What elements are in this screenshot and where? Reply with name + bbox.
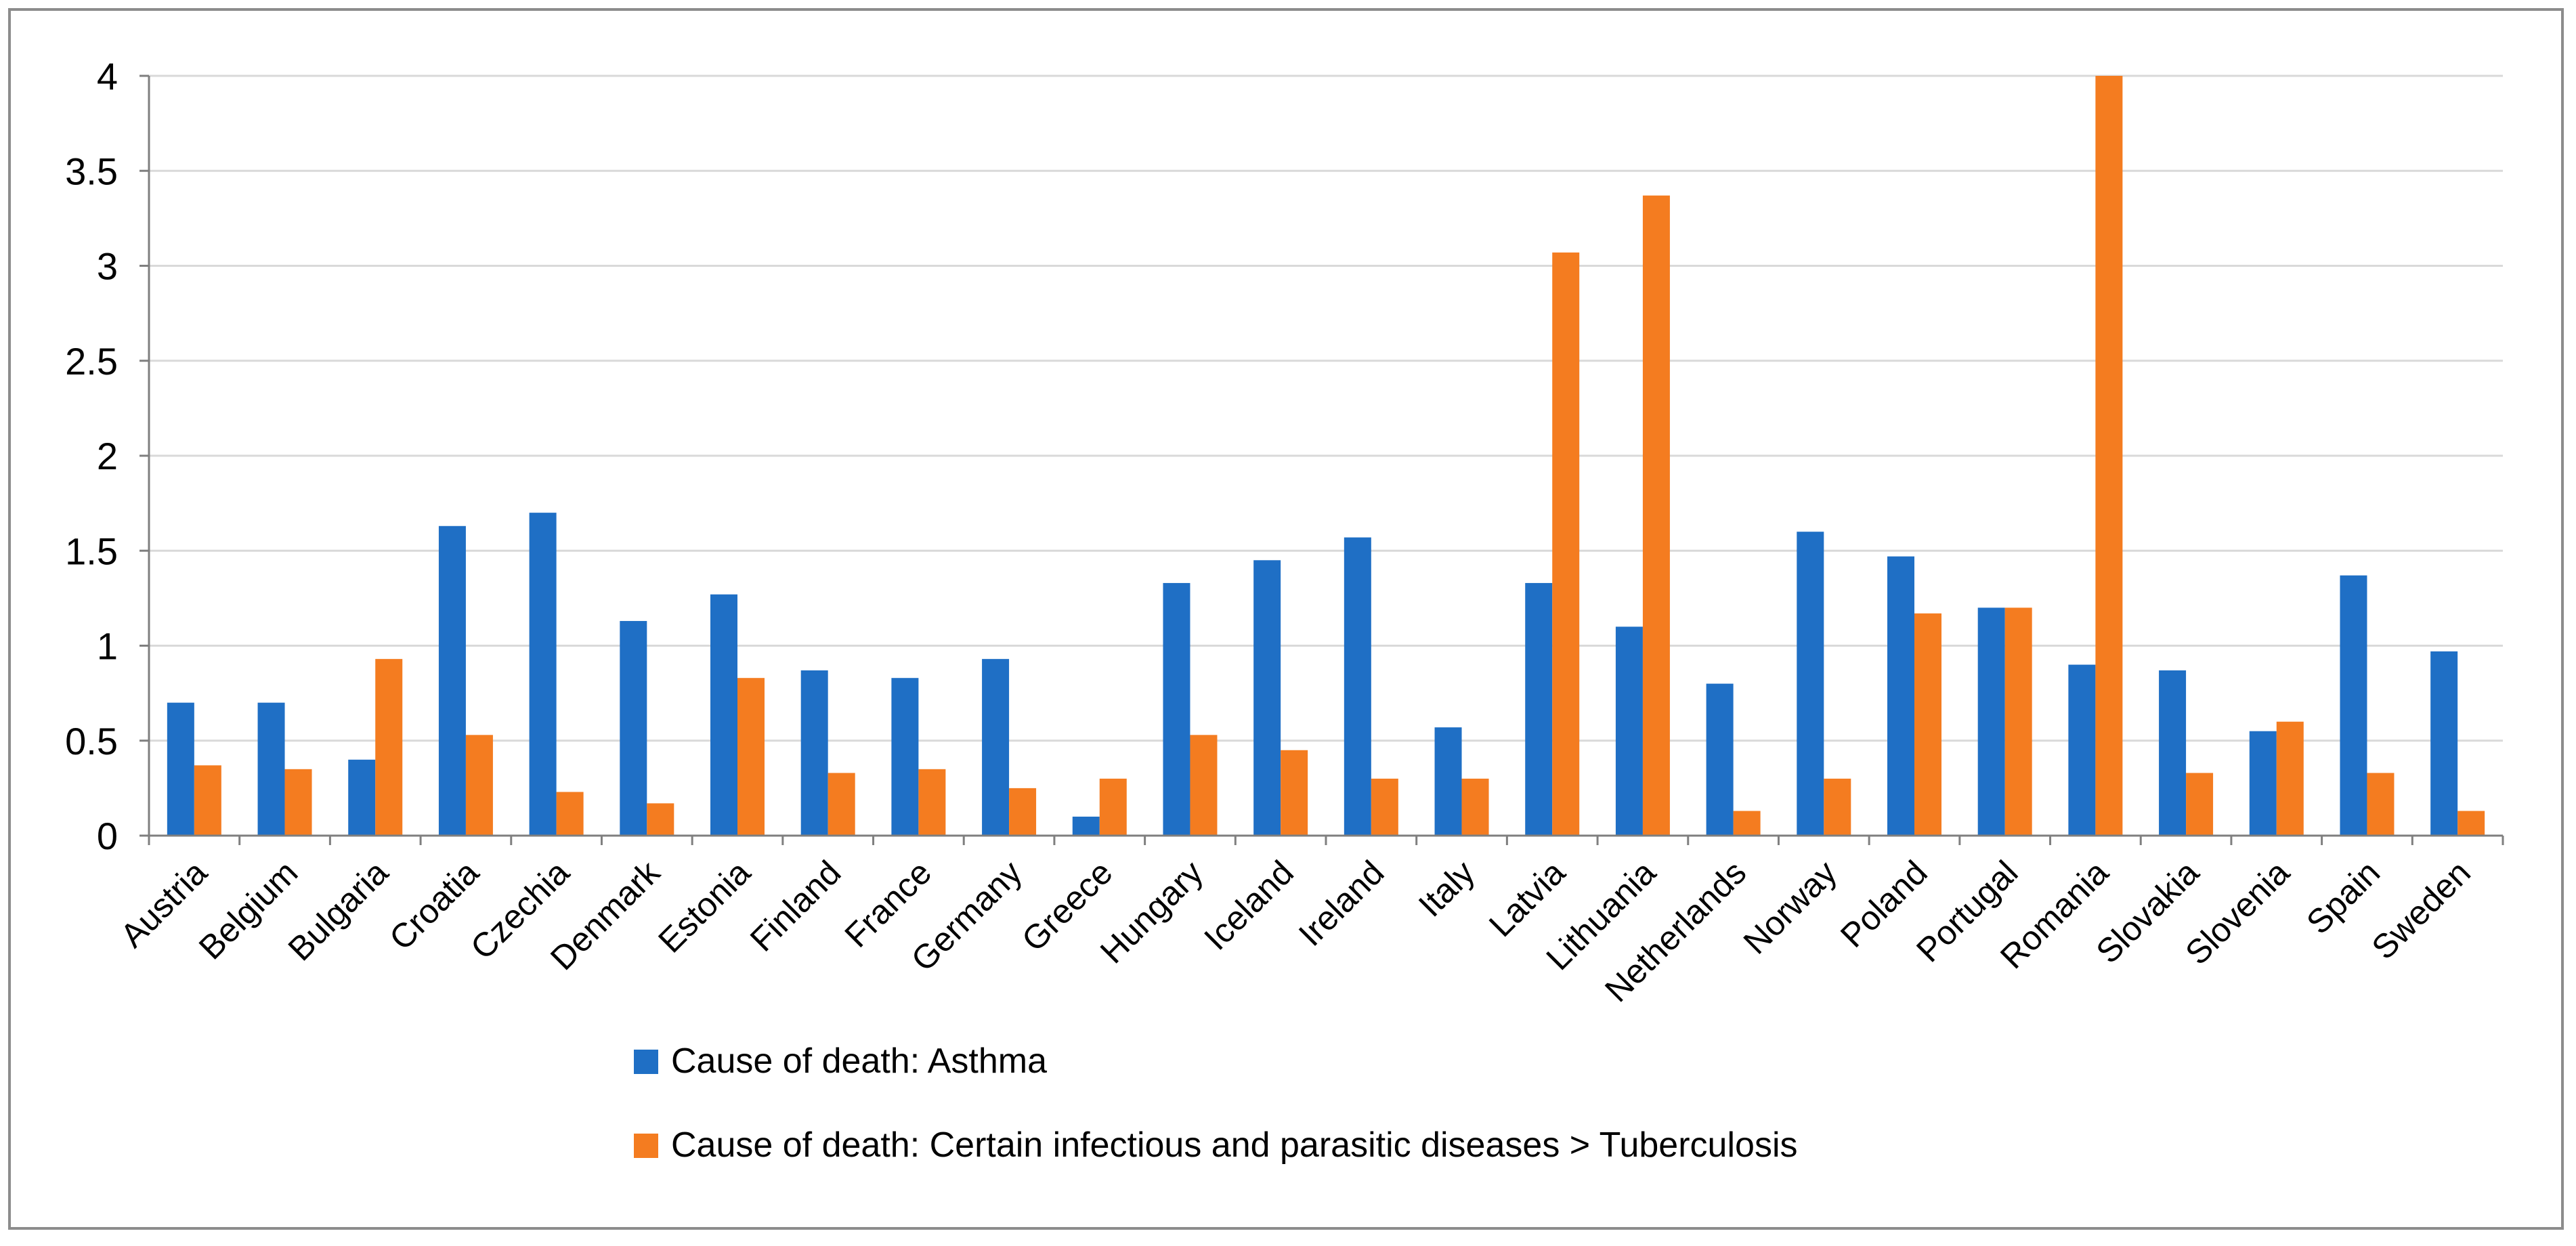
y-tick-label: 1 [97,625,118,668]
y-tick-labels: 0 0.5 1 1.5 2 2.5 3 3.5 4 [65,55,118,857]
bars [167,76,2485,836]
bar-tuberculosis-finland [828,773,855,836]
bar-asthma-france [891,678,919,836]
x-tick-labels: AustriaBelgiumBulgariaCroatiaCzechiaDenm… [113,853,2478,1009]
legend-swatch-asthma [634,1050,658,1074]
bar-asthma-belgium [257,702,285,836]
x-tick-label-hungary: Hungary [1093,853,1210,970]
x-tick-label-italy: Italy [1411,853,1482,924]
bar-asthma-denmark [620,621,647,836]
bar-tuberculosis-norway [1824,778,1851,836]
x-tick-label-ireland: Ireland [1291,853,1392,953]
bar-chart: 0 0.5 1 1.5 2 2.5 3 3.5 4 AustriaBelgiumBulgaria… [65,55,2504,1165]
bar-tuberculosis-greece [1099,778,1127,836]
bar-asthma-spain [2340,575,2367,836]
bar-tuberculosis-austria [194,765,221,836]
bar-asthma-sweden [2430,651,2458,836]
bar-asthma-greece [1072,816,1100,836]
bar-tuberculosis-slovenia [2276,721,2304,836]
bar-tuberculosis-ireland [1371,778,1398,836]
x-tick-label-belgium: Belgium [192,853,305,966]
bar-asthma-romania [2068,664,2096,836]
bar-tuberculosis-latvia [1552,252,1580,836]
bar-tuberculosis-croatia [465,735,493,836]
bar-asthma-croatia [438,525,466,836]
bar-asthma-slovenia [2249,731,2277,836]
y-tick-label: 2.5 [65,340,118,383]
bar-tuberculosis-estonia [737,678,765,836]
x-tick-label-sweden: Sweden [2365,853,2478,966]
bar-asthma-latvia [1525,582,1553,836]
legend-swatch-tuberculosis [634,1134,658,1158]
bar-asthma-poland [1887,556,1914,836]
bar-asthma-netherlands [1706,683,1734,836]
bar-asthma-czechia [529,513,557,836]
bar-tuberculosis-bulgaria [375,659,403,836]
x-tick-label-iceland: Iceland [1197,853,1301,958]
bar-asthma-portugal [1977,607,2005,836]
bar-asthma-norway [1797,532,1824,836]
bar-tuberculosis-italy [1461,778,1489,836]
x-tick-label-norway: Norway [1736,853,1844,961]
bar-tuberculosis-portugal [2004,607,2032,836]
bar-tuberculosis-denmark [647,803,674,836]
bar-tuberculosis-netherlands [1733,811,1761,836]
bar-asthma-finland [800,670,828,836]
y-tick-label: 3 [97,245,118,288]
x-tick-label-finland: Finland [743,853,849,959]
bar-tuberculosis-romania [2095,76,2123,836]
bar-asthma-italy [1434,727,1462,836]
x-tick-label-estonia: Estonia [651,853,758,960]
bar-asthma-lithuania [1615,626,1643,836]
gridlines [149,74,2503,742]
legend-label-tuberculosis: Cause of death: Certain infectious and p… [671,1125,1798,1165]
y-tick-label: 0 [97,815,118,857]
bar-asthma-slovakia [2159,670,2187,836]
y-tick-label: 3.5 [65,150,118,192]
legend: Cause of death: Asthma Cause of death: C… [634,1041,1798,1165]
bar-asthma-austria [167,702,194,836]
legend-label-asthma: Cause of death: Asthma [671,1041,1047,1081]
x-tick-label-spain: Spain [2299,853,2387,941]
x-tick-label-bulgaria: Bulgaria [281,853,395,968]
bar-tuberculosis-czechia [556,792,584,836]
chart-frame: 0 0.5 1 1.5 2 2.5 3 3.5 4 Austria Belgium Bulgaria… [8,8,2564,1230]
bar-tuberculosis-lithuania [1642,195,1670,836]
bar-tuberculosis-iceland [1281,750,1308,836]
bar-tuberculosis-spain [2367,773,2395,836]
bar-asthma-bulgaria [348,759,376,836]
bar-asthma-germany [982,659,1010,836]
y-tick-label: 2 [97,435,118,477]
bar-asthma-ireland [1344,537,1371,836]
bar-tuberculosis-sweden [2457,811,2485,836]
bar-asthma-estonia [710,594,737,836]
bar-tuberculosis-france [918,769,946,836]
y-tick-label: 1.5 [65,530,118,572]
bar-asthma-iceland [1253,560,1281,836]
axes [139,74,2504,845]
bar-asthma-hungary [1163,582,1190,836]
bar-tuberculosis-hungary [1190,735,1218,836]
bar-tuberculosis-belgium [284,769,312,836]
bar-tuberculosis-germany [1009,788,1037,836]
y-tick-label: 0.5 [65,720,118,762]
bar-tuberculosis-poland [1914,613,1941,836]
bar-tuberculosis-slovakia [2186,773,2214,836]
y-tick-label: 4 [97,55,118,98]
